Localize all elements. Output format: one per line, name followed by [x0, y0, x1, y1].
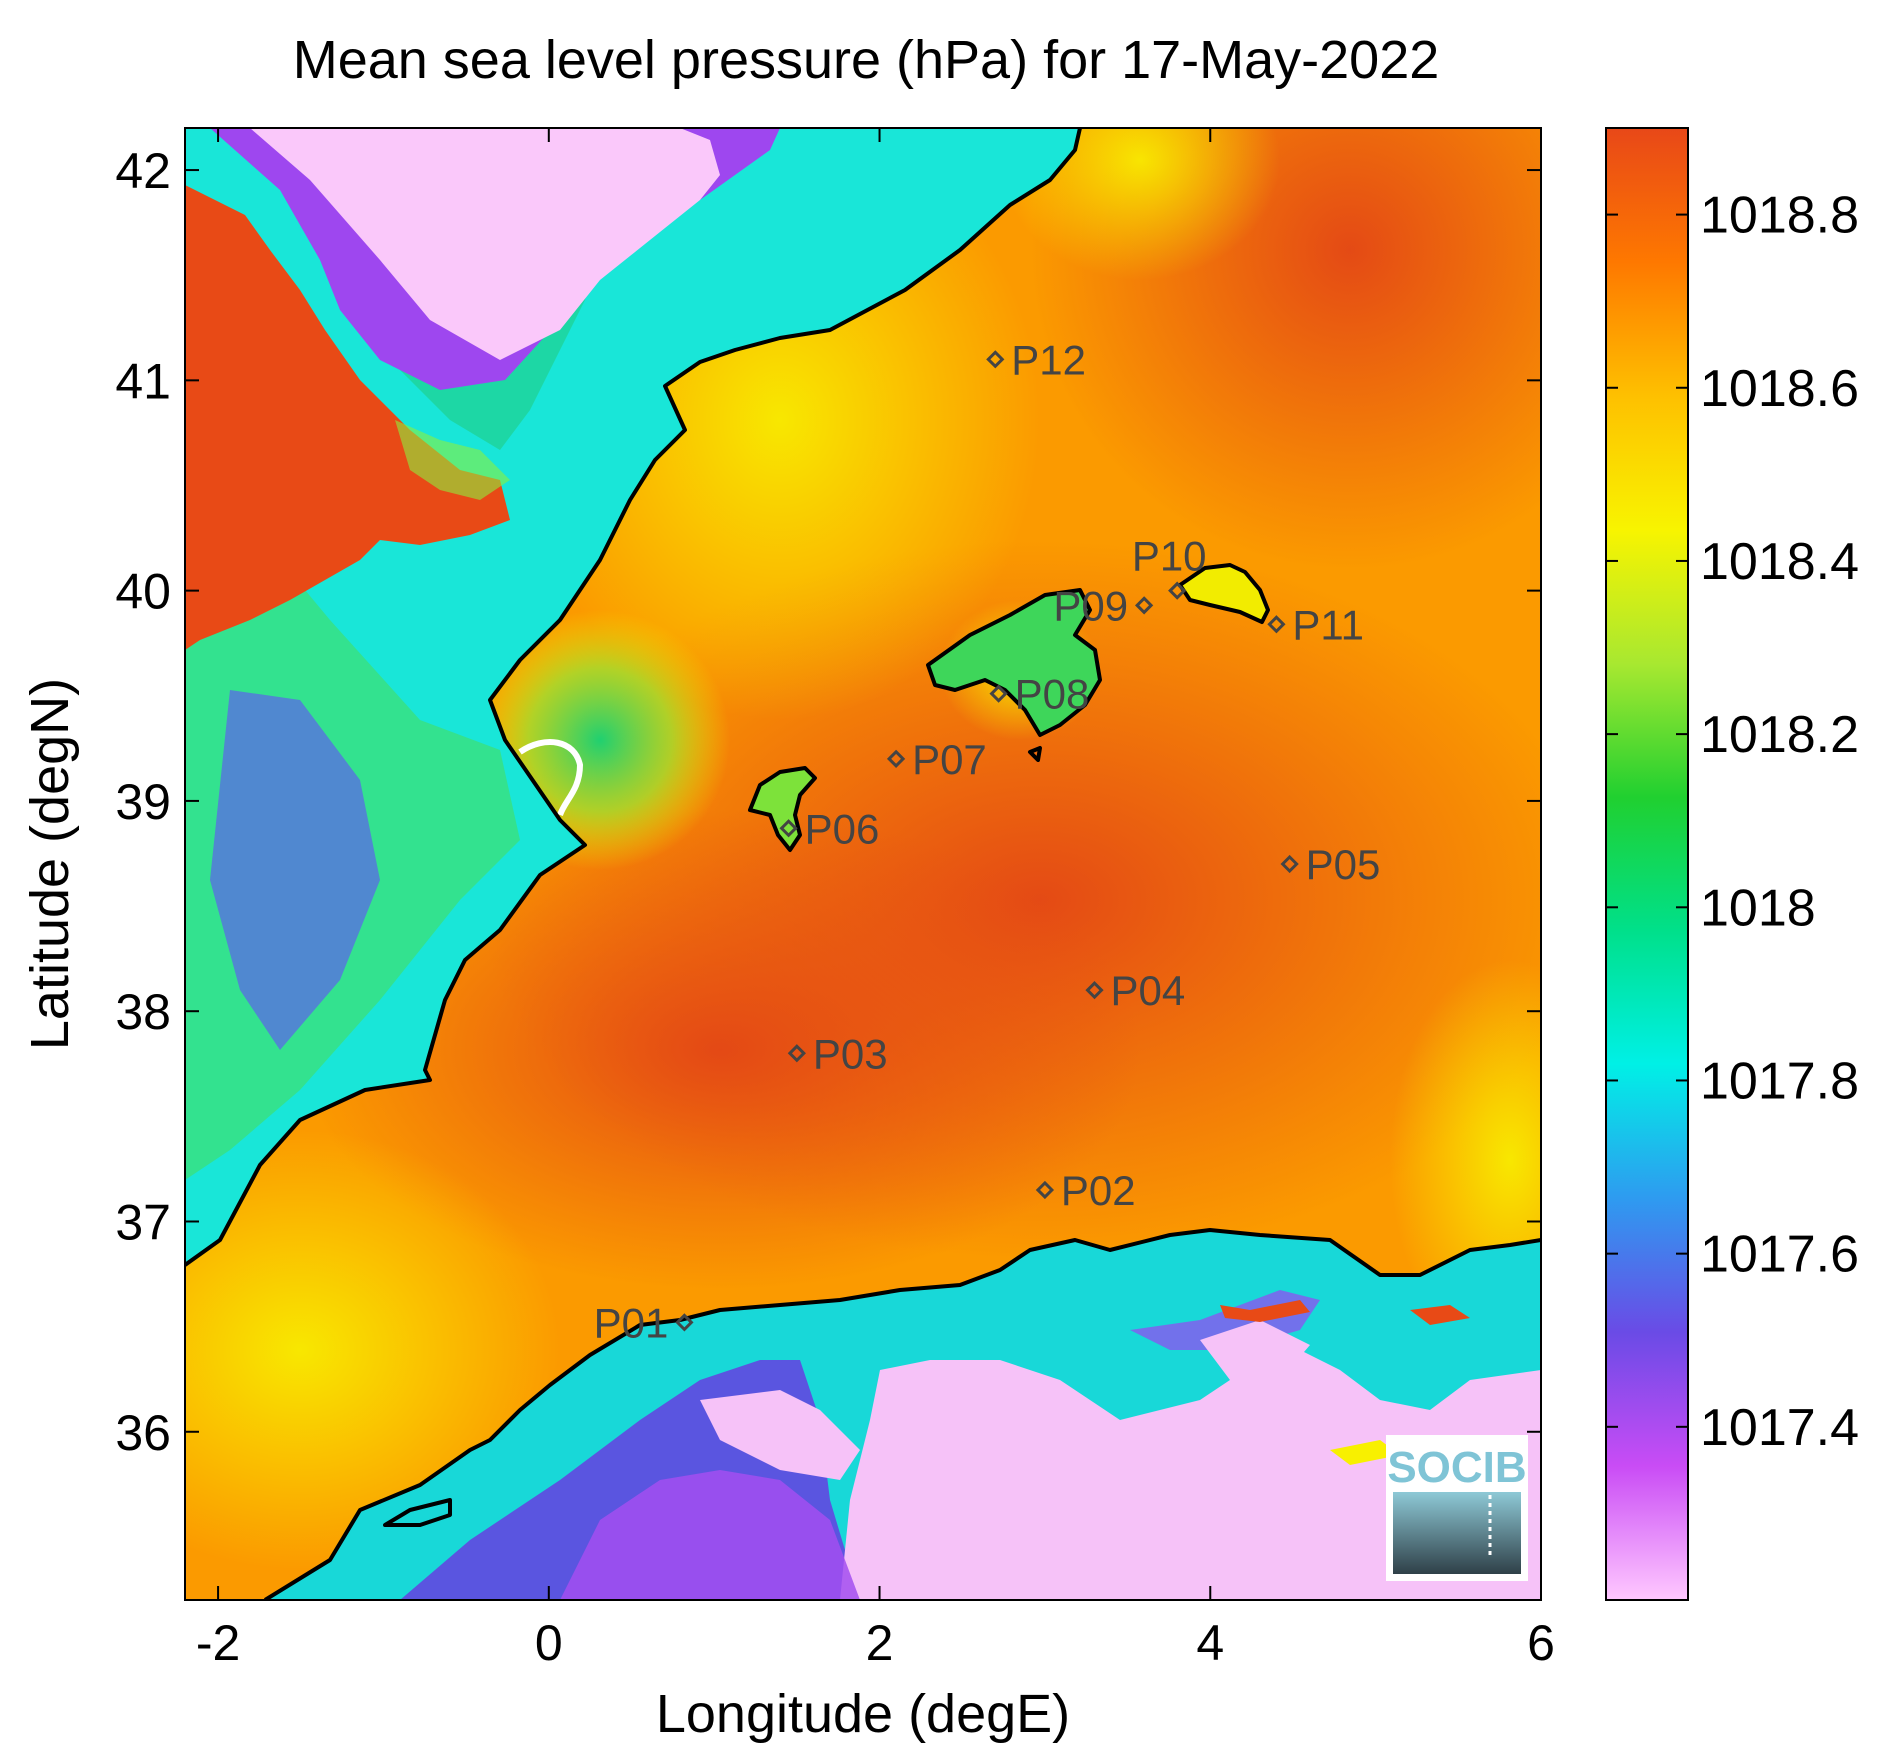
y-tick-label: 40	[115, 564, 171, 620]
island-menorca	[1180, 565, 1268, 622]
y-tick-label: 39	[115, 774, 171, 830]
station-marker-icon	[1085, 981, 1104, 1000]
y-tick-label: 37	[115, 1194, 171, 1250]
station-marker-icon	[779, 819, 798, 838]
colorbar-tick-label: 1018.6	[1700, 360, 1859, 418]
station-label: P06	[805, 805, 880, 852]
colorbar-tick-label: 1017.8	[1700, 1052, 1859, 1110]
station-marker-icon	[989, 684, 1008, 703]
colorbar-tick-label: 1017.6	[1700, 1226, 1859, 1284]
station-marker-icon	[986, 350, 1005, 369]
station-marker-icon	[1035, 1180, 1055, 1200]
y-axis: 36 37 38 39 40 41 42	[115, 143, 1541, 1461]
station-marker-icon	[675, 1313, 694, 1332]
station-p06: P06	[779, 805, 880, 852]
x-tick-label: -2	[196, 1615, 240, 1671]
colorbar-tick-label: 1017.4	[1700, 1399, 1859, 1457]
x-tick-label: 4	[1196, 1615, 1224, 1671]
colorbar: 1017.4 1017.6 1017.8 1018 1018.2 1018.4 1018.6…	[1605, 127, 1859, 1601]
y-tick-label: 38	[115, 984, 171, 1040]
y-axis-label: Latitude (degN)	[20, 678, 80, 1050]
station-marker-icon	[1134, 596, 1154, 615]
colorbar-tick-label: 1018.4	[1700, 533, 1859, 591]
station-p10: P10	[1132, 533, 1207, 600]
socib-logo: SOCIB	[1386, 1435, 1528, 1581]
y-tick-label: 41	[115, 353, 171, 409]
y-tick-label: 42	[115, 143, 171, 199]
station-label: P07	[912, 736, 987, 783]
station-label: P11	[1292, 601, 1364, 648]
station-p09: P09	[1053, 582, 1154, 629]
x-axis: -2 0 2 4 6	[196, 128, 1555, 1671]
station-label: P01	[594, 1299, 669, 1346]
plot-frame	[184, 127, 1542, 1601]
station-p01: P01	[594, 1299, 694, 1346]
colorbar-tick-label: 1018.8	[1700, 187, 1859, 245]
logo-text: SOCIB	[1387, 1443, 1526, 1492]
y-tick-label: 36	[115, 1405, 171, 1461]
coastline	[185, 128, 1541, 1600]
colorbar-tick-label: 1018.2	[1700, 706, 1859, 764]
station-p05: P05	[1280, 841, 1381, 888]
x-axis-label: Longitude (degE)	[656, 1684, 1070, 1744]
station-marker-icon	[886, 749, 906, 768]
station-label: P05	[1306, 841, 1381, 888]
pressure-field	[185, 128, 1541, 1600]
station-label: P12	[1011, 336, 1086, 383]
station-p11: P11	[1267, 601, 1364, 648]
map-title: Mean sea level pressure (hPa) for 17-May…	[293, 30, 1440, 90]
island-ibiza	[750, 768, 815, 850]
island-mallorca	[928, 590, 1100, 735]
colorbar-tick-label: 1018	[1700, 879, 1816, 937]
station-marker-icon	[1280, 854, 1299, 874]
station-p08: P08	[989, 671, 1090, 718]
land-interior-high	[185, 185, 510, 650]
station-p03: P03	[787, 1030, 888, 1077]
station-label: P04	[1111, 967, 1186, 1014]
land-iberia	[185, 128, 1080, 1265]
x-tick-label: 0	[535, 1615, 563, 1671]
station-marker-icon	[787, 1044, 806, 1063]
station-label: P02	[1061, 1167, 1136, 1214]
station-p07: P07	[886, 736, 987, 783]
x-tick-label: 2	[866, 1615, 894, 1671]
station-marker-icon	[1267, 615, 1286, 634]
station-label: P09	[1053, 582, 1128, 629]
x-tick-label: 6	[1527, 1615, 1555, 1671]
station-label: P08	[1015, 671, 1090, 718]
station-p04: P04	[1085, 967, 1186, 1014]
station-marker-icon	[1168, 581, 1187, 600]
contour-line	[518, 739, 584, 817]
station-label: P03	[813, 1030, 888, 1077]
station-label: P10	[1132, 533, 1207, 580]
station-p12: P12	[986, 336, 1086, 383]
station-p02: P02	[1035, 1167, 1136, 1214]
